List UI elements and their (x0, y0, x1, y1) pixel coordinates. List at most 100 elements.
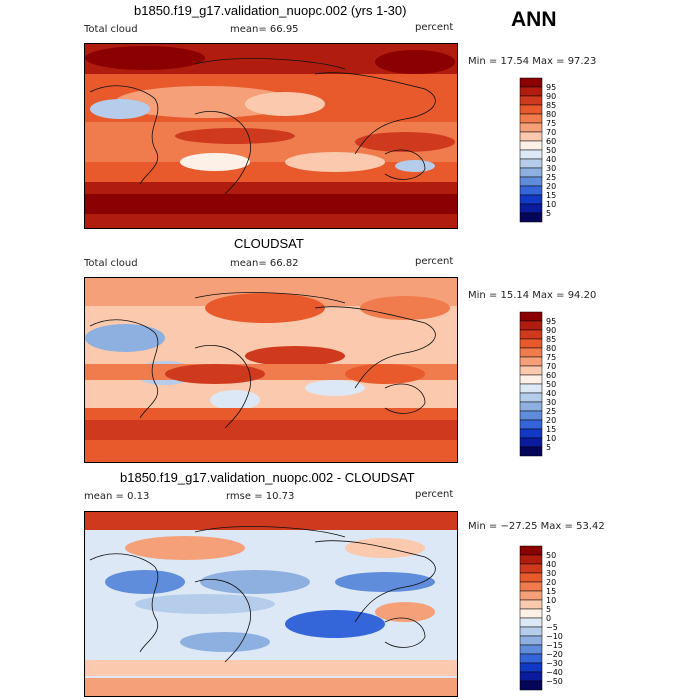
colorbar-swatch (519, 194, 543, 205)
colorbar-swatch (519, 203, 543, 214)
colorbar-tick-label: 85 (546, 335, 556, 344)
colorbar-tick-label: 85 (546, 101, 556, 110)
colorbar-tick-label: 95 (546, 83, 556, 92)
colorbar-tick-label: 15 (546, 191, 556, 200)
colorbar-swatch (519, 356, 543, 367)
colorbar-tick-label: −10 (546, 632, 563, 641)
colorbar-tick-label: 15 (546, 587, 556, 596)
units-label: percent (415, 22, 454, 33)
colorbar-tick-label: 40 (546, 389, 556, 398)
colorbar-swatch (519, 545, 543, 556)
minmax-label: Min = −27.25 Max = 53.42 (468, 521, 605, 532)
contour-map (84, 277, 458, 463)
colorbar-tick-label: 15 (546, 425, 556, 434)
map-svg (85, 44, 457, 228)
colorbar-tick-label: 20 (546, 416, 556, 425)
variable-label: Total cloud (84, 258, 138, 269)
season-label: ANN (511, 8, 557, 31)
colorbar-tick-label: 10 (546, 596, 556, 605)
colorbar-swatch (519, 617, 543, 628)
colorbar-swatch (519, 572, 543, 583)
colorbar-swatch (519, 329, 543, 340)
colorbar-swatch (519, 626, 543, 637)
colorbar-swatch (519, 680, 543, 691)
colorbar-swatch (519, 590, 543, 601)
colorbar-tick-label: 50 (546, 380, 556, 389)
colorbar-tick-label: 20 (546, 578, 556, 587)
colorbar-tick-label: 40 (546, 155, 556, 164)
colorbar-swatch (519, 392, 543, 403)
panel-title: b1850.f19_g17.validation_nuopc.002 - CLO… (120, 470, 415, 485)
colorbar-swatch (519, 554, 543, 565)
colorbar-tick-label: 40 (546, 560, 556, 569)
colorbar-tick-label: 5 (546, 443, 551, 452)
colorbar-tick-label: −15 (546, 641, 563, 650)
colorbar-swatch (519, 446, 543, 457)
colorbar-tick-label: −30 (546, 659, 563, 668)
colorbar-tick-label: 80 (546, 110, 556, 119)
colorbar-tick-label: 50 (546, 146, 556, 155)
map-svg (85, 278, 457, 462)
units-label: percent (415, 489, 454, 500)
colorbar-swatch (519, 644, 543, 655)
colorbar-swatch (519, 140, 543, 151)
colorbar-swatch (519, 113, 543, 124)
colorbar-tick-label: 70 (546, 362, 556, 371)
colorbar-swatch (519, 185, 543, 196)
colorbar-tick-label: 60 (546, 371, 556, 380)
colorbar-swatch (519, 338, 543, 349)
variable-label: Total cloud (84, 24, 138, 35)
colorbar-tick-label: −5 (546, 623, 558, 632)
colorbar-tick-label: 30 (546, 164, 556, 173)
colorbar-swatch (519, 86, 543, 97)
colorbar-swatch (519, 653, 543, 664)
colorbar-swatch (519, 374, 543, 385)
colorbar-tick-label: −40 (546, 668, 563, 677)
colorbar-tick-label: 70 (546, 128, 556, 137)
minmax-label: Min = 15.14 Max = 94.20 (468, 290, 597, 301)
colorbar-swatch (519, 428, 543, 439)
colorbar-tick-label: −50 (546, 677, 563, 686)
colorbar-swatch (519, 662, 543, 673)
colorbar-tick-label: 30 (546, 398, 556, 407)
colorbar-tick-label: 30 (546, 569, 556, 578)
colorbar-swatch (519, 581, 543, 592)
panel-title: b1850.f19_g17.validation_nuopc.002 (yrs … (134, 3, 407, 18)
colorbar-tick-label: 95 (546, 317, 556, 326)
colorbar-swatch (519, 149, 543, 160)
colorbar-swatch (519, 608, 543, 619)
rmse-label: rmse = 10.73 (226, 491, 295, 502)
colorbar-swatch (519, 176, 543, 187)
colorbar-swatch (519, 158, 543, 169)
colorbar-tick-label: 5 (546, 209, 551, 218)
colorbar-tick-label: 75 (546, 119, 556, 128)
colorbar-swatch (519, 167, 543, 178)
colorbar-swatch (519, 347, 543, 358)
colorbar: 95 90 85 80 75 70 60 50 40 30 25 20 15 10 5 (519, 311, 580, 462)
colorbar-tick-label: 50 (546, 551, 556, 560)
colorbar: 95 90 85 80 75 70 60 50 40 30 25 20 15 10 5 (519, 77, 580, 228)
mean-label: mean= 66.95 (230, 24, 299, 35)
colorbar-swatch (519, 212, 543, 223)
colorbar-tick-label: 80 (546, 344, 556, 353)
minmax-label: Min = 17.54 Max = 97.23 (468, 56, 597, 67)
colorbar-tick-label: 5 (546, 605, 551, 614)
colorbar-tick-label: 25 (546, 407, 556, 416)
colorbar-swatch (519, 563, 543, 574)
colorbar-tick-label: 60 (546, 137, 556, 146)
diff-mean-label: mean = 0.13 (84, 491, 150, 502)
colorbar-swatch (519, 77, 543, 88)
colorbar-swatch (519, 671, 543, 682)
colorbar-tick-label: 0 (546, 614, 551, 623)
mean-label: mean= 66.82 (230, 258, 299, 269)
colorbar-swatch (519, 599, 543, 610)
map-svg (85, 512, 457, 696)
colorbar-swatch (519, 410, 543, 421)
colorbar-tick-label: 90 (546, 326, 556, 335)
colorbar-tick-label: 20 (546, 182, 556, 191)
colorbar-tick-label: 75 (546, 353, 556, 362)
colorbar-swatch (519, 131, 543, 142)
contour-map (84, 43, 458, 229)
